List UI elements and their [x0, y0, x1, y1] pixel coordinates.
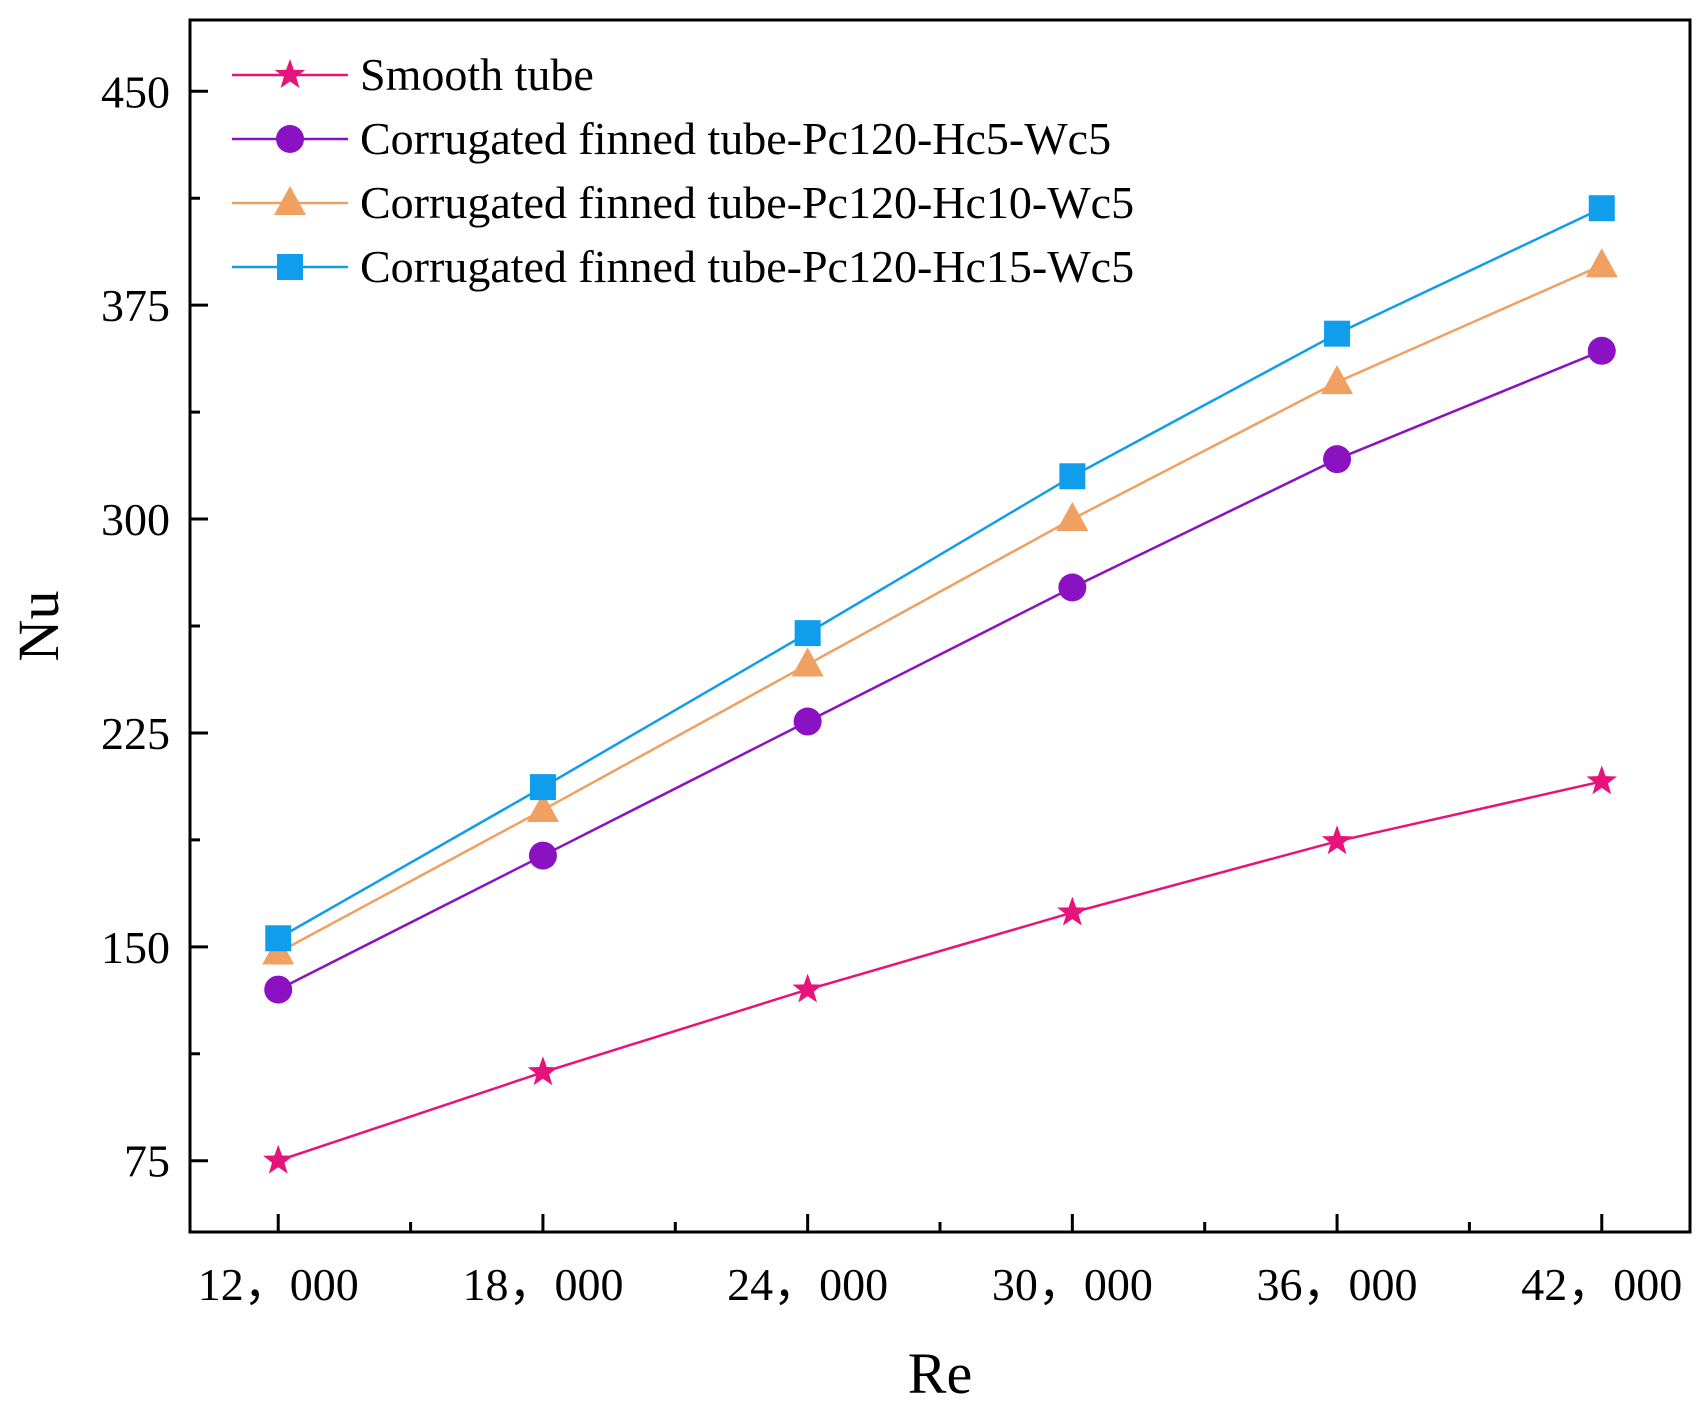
y-axis-title: Nu	[6, 591, 71, 662]
series-2	[264, 336, 1616, 1004]
y-axis-ticks: 75 150 225 300 375 450	[101, 66, 208, 1187]
series-line	[277, 349, 1603, 991]
legend-item: Corrugated finned tube-Pc120-Hc15-Wc5	[232, 241, 1134, 292]
x-tick-label: 36，000	[1257, 1259, 1418, 1310]
legend-marker	[276, 125, 304, 153]
data-point	[1585, 248, 1618, 278]
legend-label: Corrugated finned tube-Pc120-Hc15-Wc5	[360, 241, 1134, 292]
legend-label: Corrugated finned tube-Pc120-Hc10-Wc5	[360, 177, 1134, 228]
data-point	[794, 620, 821, 647]
series-layer	[262, 195, 1618, 1174]
series-1	[263, 765, 1617, 1174]
x-tick-label: 42，000	[1521, 1259, 1682, 1310]
data-point	[1056, 502, 1089, 532]
data-point	[265, 925, 292, 952]
x-tick-label: 18，000	[462, 1259, 623, 1310]
data-point	[528, 841, 557, 870]
series-line	[277, 780, 1603, 1162]
data-point	[1588, 195, 1615, 222]
data-point	[1324, 320, 1351, 347]
data-point	[792, 973, 823, 1003]
data-point	[529, 774, 556, 801]
data-point	[1587, 336, 1616, 365]
legend-item: Smooth tube	[232, 49, 594, 100]
data-point	[1059, 463, 1086, 490]
legend-label: Corrugated finned tube-Pc120-Hc5-Wc5	[360, 113, 1111, 164]
legend: Smooth tube Corrugated finned tube-Pc120-…	[232, 49, 1134, 292]
x-axis-title: Re	[908, 1341, 972, 1406]
y-tick-label: 225	[101, 708, 170, 759]
y-tick-label: 375	[101, 280, 170, 331]
data-point	[1321, 825, 1353, 855]
x-tick-label: 12，000	[198, 1259, 359, 1310]
data-point	[1323, 445, 1352, 474]
y-tick-label: 300	[101, 494, 170, 545]
legend-item: Corrugated finned tube-Pc120-Hc10-Wc5	[232, 177, 1134, 228]
series-3	[262, 248, 1618, 965]
data-point	[1586, 765, 1617, 795]
legend-label: Smooth tube	[360, 49, 594, 100]
y-tick-label: 450	[101, 66, 170, 117]
data-point	[793, 707, 822, 736]
series-line	[277, 264, 1603, 954]
y-tick-label: 75	[124, 1136, 170, 1187]
data-point	[263, 1144, 294, 1174]
data-point	[264, 975, 293, 1004]
data-point	[1321, 365, 1354, 395]
x-axis-ticks: 12，000 18，000 24，000 30，000 36，000 42，000	[198, 1214, 1682, 1310]
legend-item: Corrugated finned tube-Pc120-Hc5-Wc5	[232, 113, 1111, 164]
series-line	[277, 207, 1603, 940]
legend-marker	[277, 254, 303, 280]
data-point	[791, 647, 824, 677]
x-tick-label: 30，000	[992, 1259, 1153, 1310]
series-4	[265, 195, 1615, 952]
data-point	[1058, 573, 1087, 602]
y-tick-label: 150	[101, 922, 170, 973]
data-point	[526, 792, 559, 822]
data-point	[527, 1056, 559, 1086]
x-tick-label: 24，000	[727, 1259, 888, 1310]
data-point	[1057, 896, 1088, 926]
legend-marker	[274, 186, 306, 215]
legend-marker	[274, 59, 306, 88]
